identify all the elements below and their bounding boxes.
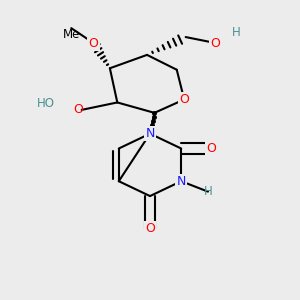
Text: O: O [179, 93, 189, 106]
Text: H: H [232, 26, 241, 39]
Text: O: O [145, 222, 155, 235]
Text: O: O [74, 103, 84, 116]
Text: O: O [88, 37, 98, 50]
Text: H: H [204, 185, 212, 198]
Text: N: N [145, 127, 155, 140]
Text: O: O [211, 37, 220, 50]
Text: O: O [206, 142, 216, 155]
Text: N: N [176, 175, 186, 188]
Text: HO: HO [37, 98, 55, 110]
Text: Me: Me [62, 28, 80, 40]
